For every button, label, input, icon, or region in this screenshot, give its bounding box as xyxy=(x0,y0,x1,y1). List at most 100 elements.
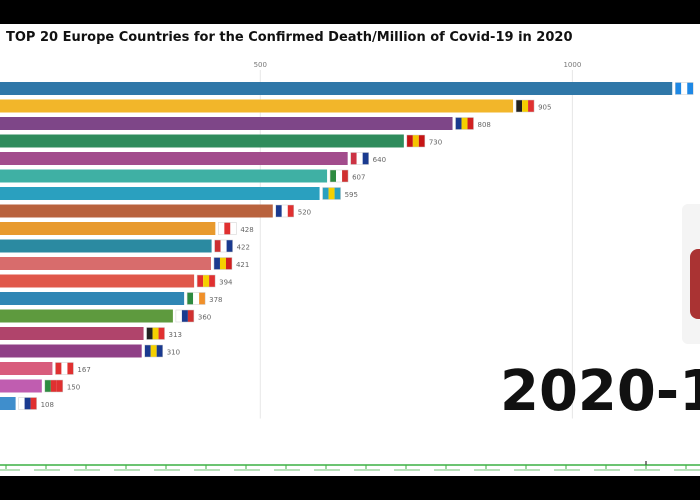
flag-stripe xyxy=(681,82,688,95)
value-label-8: 520 xyxy=(298,209,311,217)
flag-stripe xyxy=(209,275,216,287)
bar-13 xyxy=(0,292,185,305)
timeline-tick-label xyxy=(114,469,140,471)
flag-stripe xyxy=(146,327,153,340)
timeline-tick-label xyxy=(434,469,460,471)
x-tick-label: 500 xyxy=(254,61,267,69)
bar-chart: 500 1000 905 808 730 640 607 595 520 428 422 421 394… xyxy=(0,61,694,419)
timeline-tick-label xyxy=(0,469,20,471)
flag-12 xyxy=(196,274,216,288)
chart-frame: 500 1000 905 808 730 640 607 595 520 428 422 421 394… xyxy=(0,24,700,476)
bar-10 xyxy=(0,239,212,253)
bar-12 xyxy=(0,274,195,288)
flag-stripe xyxy=(187,310,194,322)
flag-stripe xyxy=(150,345,157,357)
flag-13 xyxy=(186,292,206,305)
bar-16 xyxy=(0,344,142,358)
flag-stripe xyxy=(356,152,363,165)
value-label-11: 421 xyxy=(236,261,249,269)
timeline-tick-label xyxy=(394,469,420,471)
flag-stripe xyxy=(144,345,151,357)
flag-stripe xyxy=(322,187,329,200)
flag-stripe xyxy=(214,240,221,252)
value-label-12: 394 xyxy=(219,279,233,287)
flag-stripe xyxy=(467,117,474,130)
timeline-bar xyxy=(0,461,700,471)
flag-stripe xyxy=(175,310,182,322)
timeline-tick-label xyxy=(234,469,260,471)
bar-5 xyxy=(0,152,348,165)
flag-stripe xyxy=(281,205,288,217)
flag-stripe xyxy=(522,100,529,112)
value-label-13: 378 xyxy=(209,296,222,304)
value-label-18: 150 xyxy=(67,384,80,392)
flag-stripe xyxy=(56,380,63,392)
value-label-15: 313 xyxy=(169,331,182,339)
flag-stripe xyxy=(528,100,535,112)
bar-18 xyxy=(0,379,42,393)
timeline-tick-label xyxy=(554,469,580,471)
flag-stripe xyxy=(516,100,523,112)
value-label-17: 167 xyxy=(77,366,90,374)
value-label-16: 310 xyxy=(167,349,180,357)
flag-stripe xyxy=(152,327,159,340)
flag-15 xyxy=(146,327,165,340)
flag-9 xyxy=(218,222,237,235)
bar-14 xyxy=(0,309,173,323)
flag-14 xyxy=(175,309,195,323)
flag-stripe xyxy=(461,117,468,130)
map-highlight-shape xyxy=(690,249,700,319)
flag-stripe xyxy=(24,397,31,410)
bar-9 xyxy=(0,222,216,235)
timeline-tick-label xyxy=(474,469,500,471)
bar-8 xyxy=(0,204,273,218)
flag-11 xyxy=(213,257,233,270)
flag-stripe xyxy=(199,292,206,305)
value-label-9: 428 xyxy=(240,226,253,234)
flag-stripe xyxy=(350,152,357,165)
flag-3 xyxy=(455,117,474,130)
value-label-5: 640 xyxy=(373,156,386,164)
flag-stripe xyxy=(50,380,57,392)
value-label-19: 108 xyxy=(41,401,54,409)
flag-stripe xyxy=(328,187,335,200)
timeline-tick-label xyxy=(274,469,300,471)
timeline-tick-label xyxy=(354,469,380,471)
flag-stripe xyxy=(220,240,227,252)
bar-3 xyxy=(0,117,453,130)
flag-stripe xyxy=(158,327,165,340)
value-label-7: 595 xyxy=(345,191,358,199)
x-tick-label: 1000 xyxy=(563,61,581,69)
flag-stripe xyxy=(224,222,231,235)
flag-stripe xyxy=(67,362,74,375)
flag-stripe xyxy=(181,310,188,322)
bar-4 xyxy=(0,134,404,148)
flag-stripe xyxy=(193,292,200,305)
flag-7 xyxy=(322,187,341,200)
flag-stripe xyxy=(226,240,233,252)
value-label-10: 422 xyxy=(237,244,250,252)
timeline-tick-label xyxy=(74,469,100,471)
bar-1 xyxy=(0,82,673,95)
flag-stripe xyxy=(418,135,425,147)
flag-stripe xyxy=(197,275,204,287)
flag-8 xyxy=(275,204,295,218)
value-label-3: 808 xyxy=(478,121,491,129)
flag-stripe xyxy=(334,187,341,200)
current-date-label: 2020-10 xyxy=(500,359,700,424)
value-label-6: 607 xyxy=(352,174,365,182)
flag-stripe xyxy=(230,222,237,235)
flag-2 xyxy=(515,99,535,113)
flag-stripe xyxy=(406,135,413,147)
bar-6 xyxy=(0,169,328,183)
timeline-tick-label xyxy=(674,469,700,471)
flag-stripe xyxy=(330,170,337,182)
timeline-tick-label xyxy=(514,469,540,471)
flag-stripe xyxy=(362,152,369,165)
flag-6 xyxy=(329,169,349,183)
flag-1 xyxy=(674,82,694,95)
timeline-tick-label xyxy=(34,469,60,471)
flag-stripe xyxy=(687,82,694,95)
flag-stripe xyxy=(18,397,25,410)
flag-stripe xyxy=(61,362,68,375)
